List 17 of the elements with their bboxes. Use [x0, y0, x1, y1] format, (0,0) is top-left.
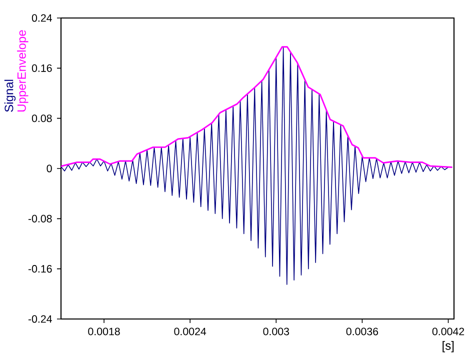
x-axis-title: [s] — [442, 341, 454, 352]
x-tick-label: 0.0024 — [174, 328, 206, 336]
x-tick-label: 0.0042 — [432, 328, 464, 336]
y-tick-label: -0.08 — [28, 214, 52, 222]
y-tick-label: 0.24 — [32, 14, 52, 22]
y-tick-label: -0.16 — [28, 265, 52, 273]
x-tick-label: 0.0036 — [346, 328, 378, 336]
x-tick-label: 0.003 — [263, 328, 290, 336]
text: Signal — [4, 80, 16, 112]
y-tick-label: 0 — [46, 164, 52, 172]
line-series — [61, 46, 449, 285]
text: UpperEnvelope — [17, 30, 28, 112]
y-tick-label: -0.24 — [28, 315, 52, 323]
x-tick-label: 0.0018 — [88, 328, 120, 336]
y-tick-label: 0.08 — [32, 114, 52, 122]
line-series — [61, 46, 454, 168]
y-tick-label: 0.16 — [32, 64, 52, 72]
